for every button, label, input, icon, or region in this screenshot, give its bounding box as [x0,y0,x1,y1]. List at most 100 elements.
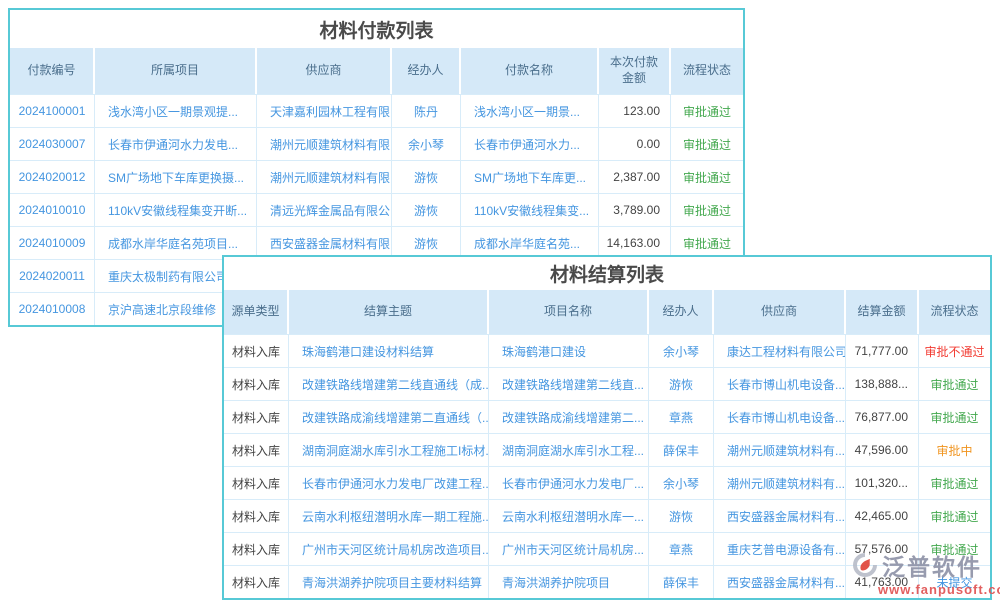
supplier-cell[interactable]: 重庆艺普电源设备有... [714,533,846,565]
payment-no-cell[interactable]: 2024020012 [10,161,95,193]
settlement-subject-cell[interactable]: 改建铁路成渝线增建第二直通线（... [289,401,489,433]
col-header-payment-name: 付款名称 [461,48,599,94]
payment-name-cell[interactable]: 长春市伊通河水力... [461,128,599,160]
supplier-cell[interactable]: 天津嘉利园林工程有限... [257,95,392,127]
handler-cell: 游恢 [392,194,461,226]
supplier-cell[interactable]: 潮州元顺建筑材料有限... [257,161,392,193]
project-name-cell[interactable]: 云南水利枢纽潜明水库一... [489,500,649,532]
payment-table-row[interactable]: 2024030007 长春市伊通河水力发电... 潮州元顺建筑材料有限... 余… [10,127,743,160]
payment-name-cell[interactable]: 成都水岸华庭名苑... [461,227,599,259]
settlement-table-row[interactable]: 材料入库 广州市天河区统计局机房改造项目... 广州市天河区统计局机房... 章… [224,532,990,565]
col-header-project: 所属项目 [95,48,257,94]
payment-no-cell[interactable]: 2024100001 [10,95,95,127]
source-type-cell: 材料入库 [224,434,289,466]
payment-name-cell[interactable]: 110kV安徽线程集变... [461,194,599,226]
supplier-cell[interactable]: 西安盛器金属材料有... [714,566,846,598]
settlement-amount-cell: 41,763.00 [846,566,919,598]
handler-cell: 游恢 [392,227,461,259]
col-header-handler: 经办人 [392,48,461,94]
settlement-table-row[interactable]: 材料入库 珠海鹤港口建设材料结算 珠海鹤港口建设 余小琴 康达工程材料有限公司 … [224,334,990,367]
settlement-amount-cell: 47,596.00 [846,434,919,466]
settlement-table-header-row: 源单类型 结算主题 项目名称 经办人 供应商 结算金额 流程状态 [224,290,990,334]
settlement-table-body: 材料入库 珠海鹤港口建设材料结算 珠海鹤港口建设 余小琴 康达工程材料有限公司 … [224,334,990,598]
supplier-cell[interactable]: 潮州元顺建筑材料有限... [257,128,392,160]
handler-cell: 章燕 [649,533,714,565]
fanpu-watermark: 泛普软件 www.fanpusoft.com [852,548,1000,597]
status-cell: 审批通过 [682,236,731,251]
supplier-cell[interactable]: 长春市博山机电设备... [714,368,846,400]
payment-table-row[interactable]: 2024010010 110kV安徽线程集变开断... 清远光辉金属品有限公司 … [10,193,743,226]
settlement-subject-cell[interactable]: 广州市天河区统计局机房改造项目... [289,533,489,565]
material-settlement-list-panel: 材料结算列表 源单类型 结算主题 项目名称 经办人 供应商 结算金额 流程状态 … [222,255,992,600]
settlement-subject-cell[interactable]: 云南水利枢纽潜明水库一期工程施... [289,500,489,532]
project-name-cell[interactable]: 改建铁路成渝线增建第二... [489,401,649,433]
col-header-settlement-subject: 结算主题 [289,290,489,334]
project-cell[interactable]: SM广场地下车库更换摄... [95,161,257,193]
payment-table-row[interactable]: 2024100001 浅水湾小区一期景观提... 天津嘉利园林工程有限... 陈… [10,94,743,127]
col-header-handler: 经办人 [649,290,714,334]
status-cell: 审批中 [936,443,973,458]
col-header-status: 流程状态 [930,304,979,319]
payment-no-cell[interactable]: 2024010009 [10,227,95,259]
payment-name-cell[interactable]: SM广场地下车库更... [461,161,599,193]
col-header-amount: 本次付款金额 [599,48,671,94]
settlement-subject-cell[interactable]: 珠海鹤港口建设材料结算 [289,335,489,367]
project-name-cell[interactable]: 长春市伊通河水力发电厂... [489,467,649,499]
project-name-cell[interactable]: 青海洪湖养护院项目 [489,566,649,598]
payment-name-cell[interactable]: 浅水湾小区一期景... [461,95,599,127]
amount-cell: 2,387.00 [599,161,671,193]
settlement-table-row[interactable]: 材料入库 改建铁路线增建第二线直通线（成... 改建铁路线增建第二线直... 游… [224,367,990,400]
settlement-table-row[interactable]: 材料入库 长春市伊通河水力发电厂改建工程... 长春市伊通河水力发电厂... 余… [224,466,990,499]
payment-no-cell[interactable]: 2024010010 [10,194,95,226]
handler-cell: 余小琴 [392,128,461,160]
payment-no-cell[interactable]: 2024030007 [10,128,95,160]
project-name-cell[interactable]: 湖南洞庭湖水库引水工程... [489,434,649,466]
settlement-subject-cell[interactable]: 青海洪湖养护院项目主要材料结算 [289,566,489,598]
project-cell[interactable]: 长春市伊通河水力发电... [95,128,257,160]
watermark-brand-text: 泛普软件 [882,554,982,580]
settlement-amount-cell: 101,320... [846,467,919,499]
settlement-table-row[interactable]: 材料入库 改建铁路成渝线增建第二直通线（... 改建铁路成渝线增建第二... 章… [224,400,990,433]
settlement-subject-cell[interactable]: 长春市伊通河水力发电厂改建工程... [289,467,489,499]
handler-cell: 余小琴 [649,467,714,499]
source-type-cell: 材料入库 [224,335,289,367]
supplier-cell[interactable]: 西安盛器金属材料有... [714,500,846,532]
project-name-cell[interactable]: 珠海鹤港口建设 [489,335,649,367]
amount-cell: 3,789.00 [599,194,671,226]
payment-table-header-row: 付款编号 所属项目 供应商 经办人 付款名称 本次付款金额 流程状态 [10,48,743,94]
payment-no-cell[interactable]: 2024010008 [10,293,95,325]
settlement-table-row[interactable]: 材料入库 湖南洞庭湖水库引水工程施工I标材... 湖南洞庭湖水库引水工程... … [224,433,990,466]
source-type-cell: 材料入库 [224,401,289,433]
status-cell: 审批通过 [930,410,979,425]
handler-cell: 游恢 [392,161,461,193]
watermark-url-text: www.fanpusoft.com [878,582,1000,597]
source-type-cell: 材料入库 [224,566,289,598]
source-type-cell: 材料入库 [224,533,289,565]
settlement-subject-cell[interactable]: 湖南洞庭湖水库引水工程施工I标材... [289,434,489,466]
project-name-cell[interactable]: 广州市天河区统计局机房... [489,533,649,565]
supplier-cell[interactable]: 西安盛器金属材料有限... [257,227,392,259]
settlement-table-title: 材料结算列表 [224,257,990,290]
col-header-status: 流程状态 [682,63,731,78]
supplier-cell[interactable]: 康达工程材料有限公司 [714,335,846,367]
payment-table-row[interactable]: 2024010009 成都水岸华庭名苑项目... 西安盛器金属材料有限... 游… [10,226,743,259]
project-cell[interactable]: 成都水岸华庭名苑项目... [95,227,257,259]
settlement-subject-cell[interactable]: 改建铁路线增建第二线直通线（成... [289,368,489,400]
settlement-table-row[interactable]: 材料入库 青海洪湖养护院项目主要材料结算 青海洪湖养护院项目 薛保丰 西安盛器金… [224,565,990,598]
supplier-cell[interactable]: 潮州元顺建筑材料有... [714,467,846,499]
col-header-project-name: 项目名称 [489,290,649,334]
status-cell: 审批通过 [930,476,979,491]
payment-no-cell[interactable]: 2024020011 [10,260,95,292]
supplier-cell[interactable]: 长春市博山机电设备... [714,401,846,433]
supplier-cell[interactable]: 潮州元顺建筑材料有... [714,434,846,466]
supplier-cell[interactable]: 清远光辉金属品有限公司 [257,194,392,226]
payment-table-row[interactable]: 2024020012 SM广场地下车库更换摄... 潮州元顺建筑材料有限... … [10,160,743,193]
status-cell: 审批通过 [930,542,979,557]
project-name-cell[interactable]: 改建铁路线增建第二线直... [489,368,649,400]
project-cell[interactable]: 110kV安徽线程集变开断... [95,194,257,226]
settlement-table-row[interactable]: 材料入库 云南水利枢纽潜明水库一期工程施... 云南水利枢纽潜明水库一... 游… [224,499,990,532]
handler-cell: 薛保丰 [649,566,714,598]
project-cell[interactable]: 浅水湾小区一期景观提... [95,95,257,127]
col-header-payment-no: 付款编号 [10,48,95,94]
